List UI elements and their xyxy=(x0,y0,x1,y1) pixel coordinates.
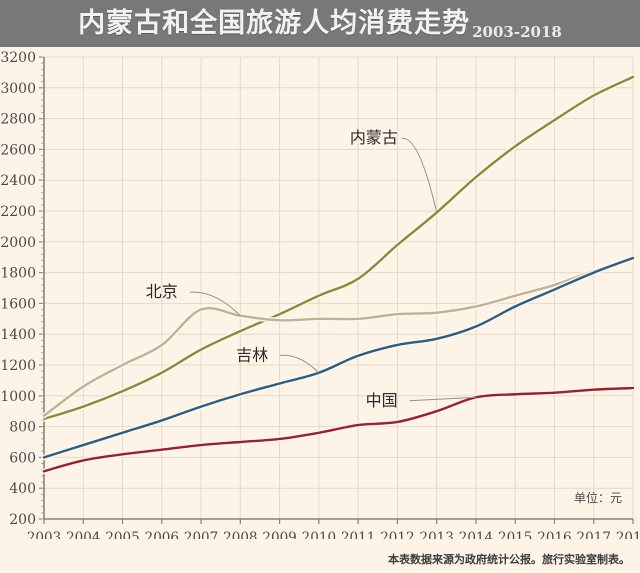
x-tick-label: 2006 xyxy=(145,530,179,539)
y-tick-label: 3000 xyxy=(0,81,36,97)
y-tick-label: 2200 xyxy=(0,204,36,220)
page-title: 内蒙古和全国旅游人均消费走势 xyxy=(78,8,471,39)
series-line-中国 xyxy=(42,386,635,473)
x-tick-label: 2013 xyxy=(419,530,453,539)
x-tick-label: 2014 xyxy=(459,530,493,539)
y-tick-label: 1000 xyxy=(0,389,36,405)
grid-lines xyxy=(43,56,634,520)
source-footnote: 本表数据来源为政府统计公报。旅行实验室制表。 xyxy=(388,553,630,566)
x-tick-label: 2015 xyxy=(498,530,532,539)
y-tick-label: 800 xyxy=(9,420,36,436)
series-label-吉林: 吉林 xyxy=(236,345,268,364)
chart-plot-area: 200 400 600 800 1000 1200 1400 1600 1800 2000 2200… xyxy=(0,47,640,539)
y-tick-label: 600 xyxy=(9,450,36,466)
y-tick-label: 1400 xyxy=(0,327,36,343)
series-line-北京 xyxy=(42,257,635,418)
x-tick-label: 2007 xyxy=(184,530,218,539)
series-line-内蒙古 xyxy=(42,75,635,421)
y-tick-label: 2400 xyxy=(0,173,36,189)
series-label-内蒙古: 内蒙古 xyxy=(350,128,398,147)
x-tick-label: 2003 xyxy=(27,530,61,539)
x-tick-label: 2004 xyxy=(66,530,100,539)
y-tick-label: 1200 xyxy=(0,358,36,374)
x-tick-label: 2017 xyxy=(577,530,611,539)
x-tick-label: 2009 xyxy=(262,530,296,539)
unit-label: 单位：元 xyxy=(573,491,622,505)
x-tick-label: 2010 xyxy=(302,530,336,539)
y-tick-label: 400 xyxy=(9,481,36,497)
series-label-北京: 北京 xyxy=(146,282,178,301)
y-tick-label: 1800 xyxy=(0,266,36,282)
y-tick-label: 1600 xyxy=(0,296,36,312)
series-label-中国: 中国 xyxy=(366,391,398,410)
x-tick-label: 2012 xyxy=(380,530,414,539)
y-tick-label: 3200 xyxy=(0,50,36,66)
title-bar: 内蒙古和全国旅游人均消费走势 2003-2018 xyxy=(0,0,640,47)
series-leader-北京 xyxy=(189,291,241,317)
series-leader-中国 xyxy=(409,396,476,402)
series-leader-吉林 xyxy=(280,354,320,374)
x-axis-tick-labels: 2003 2004 2005 2006 2007 2008 2009 2010 2011 2012… xyxy=(27,530,640,539)
axis-lines xyxy=(39,56,634,524)
y-tick-label: 2000 xyxy=(0,235,36,251)
y-tick-label: 200 xyxy=(9,512,36,528)
line-chart: 200 400 600 800 1000 1200 1400 1600 1800 2000 2200… xyxy=(0,50,640,539)
series-halo-0 xyxy=(41,74,636,422)
x-tick-label: 2005 xyxy=(105,530,139,539)
series-line-吉林 xyxy=(42,256,635,459)
title-year-range: 2003-2018 xyxy=(472,23,562,41)
x-tick-label: 2011 xyxy=(341,530,375,539)
x-tick-label: 2018 xyxy=(616,530,640,539)
y-tick-label: 2800 xyxy=(0,112,36,128)
x-tick-label: 2016 xyxy=(537,530,571,539)
data-series-lines xyxy=(41,74,636,475)
series-leader-内蒙古 xyxy=(401,137,438,213)
y-axis-tick-labels: 200 400 600 800 1000 1200 1400 1600 1800 2000 2200… xyxy=(0,50,36,528)
y-tick-label: 2600 xyxy=(0,142,36,158)
x-tick-label: 2008 xyxy=(223,530,257,539)
